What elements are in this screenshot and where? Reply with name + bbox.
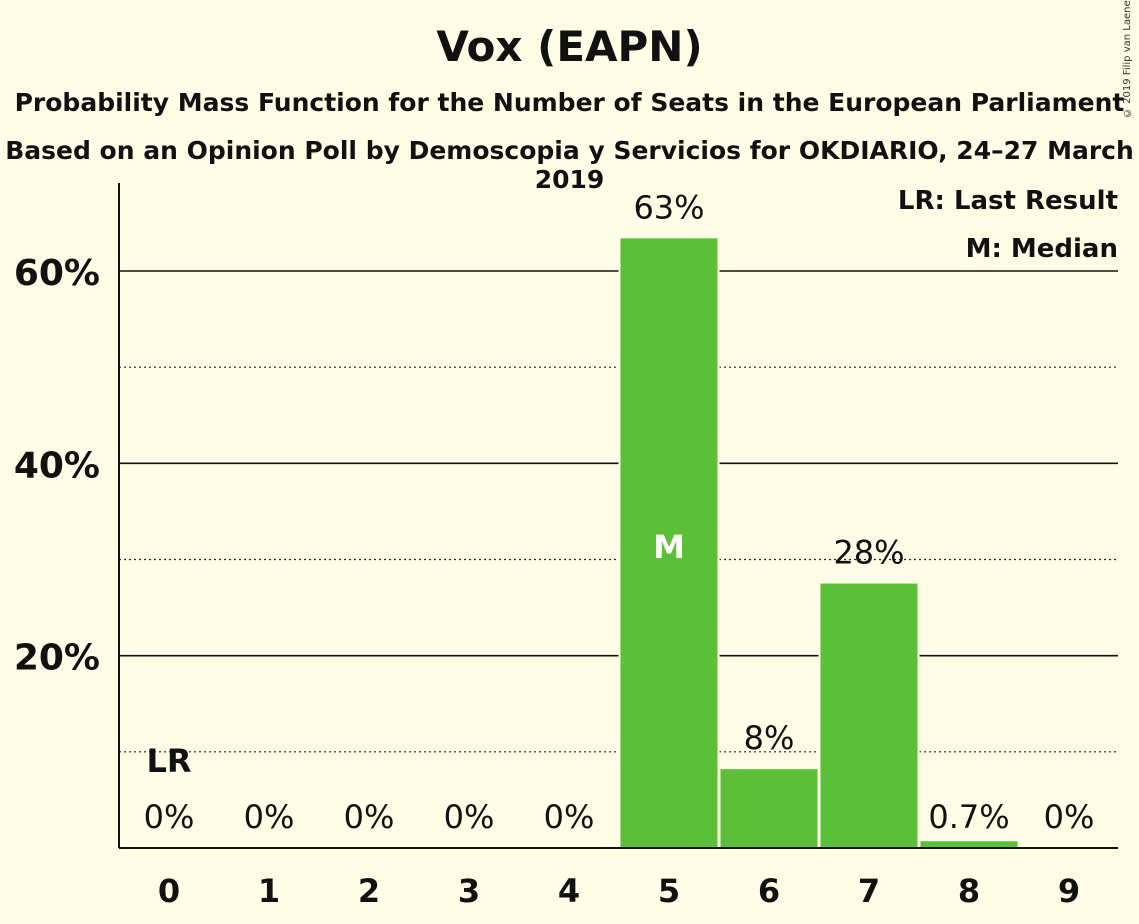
data-label: 0.7% — [928, 798, 1009, 836]
data-label: 0% — [144, 798, 195, 836]
x-tick-label: 9 — [1058, 872, 1080, 910]
legend-entry: M: Median — [966, 234, 1118, 264]
median-marker: M — [653, 528, 685, 566]
y-tick-label: 20% — [14, 638, 100, 679]
x-tick-label: 5 — [658, 872, 680, 910]
x-tick-label: 1 — [258, 872, 280, 910]
chart-subtitle: Probability Mass Function for the Number… — [14, 88, 1125, 117]
legend-entry: LR: Last Result — [898, 186, 1118, 216]
data-label: 8% — [744, 719, 795, 757]
chart-title: Vox (EAPN) — [436, 22, 703, 71]
y-tick-label: 60% — [14, 253, 100, 294]
x-tick-label: 0 — [158, 872, 180, 910]
last-result-marker: LR — [146, 742, 191, 780]
x-tick-label: 3 — [458, 872, 480, 910]
bar-7 — [820, 583, 918, 848]
data-label: 0% — [244, 798, 295, 836]
x-tick-label: 7 — [858, 872, 880, 910]
bar-5 — [620, 238, 718, 848]
bar-6 — [720, 769, 818, 848]
data-label: 0% — [1044, 798, 1095, 836]
data-label: 28% — [833, 534, 904, 572]
chart-source-subtitle: Based on an Opinion Poll by Demoscopia y… — [5, 136, 1134, 194]
data-label: 0% — [444, 798, 495, 836]
x-tick-label: 6 — [758, 872, 780, 910]
x-tick-label: 4 — [558, 872, 580, 910]
data-label: 0% — [544, 798, 595, 836]
x-tick-label: 8 — [958, 872, 980, 910]
data-label: 0% — [344, 798, 395, 836]
y-tick-label: 40% — [14, 445, 100, 486]
x-tick-label: 2 — [358, 872, 380, 910]
data-label: 63% — [633, 188, 704, 226]
bar-8 — [920, 841, 1018, 848]
